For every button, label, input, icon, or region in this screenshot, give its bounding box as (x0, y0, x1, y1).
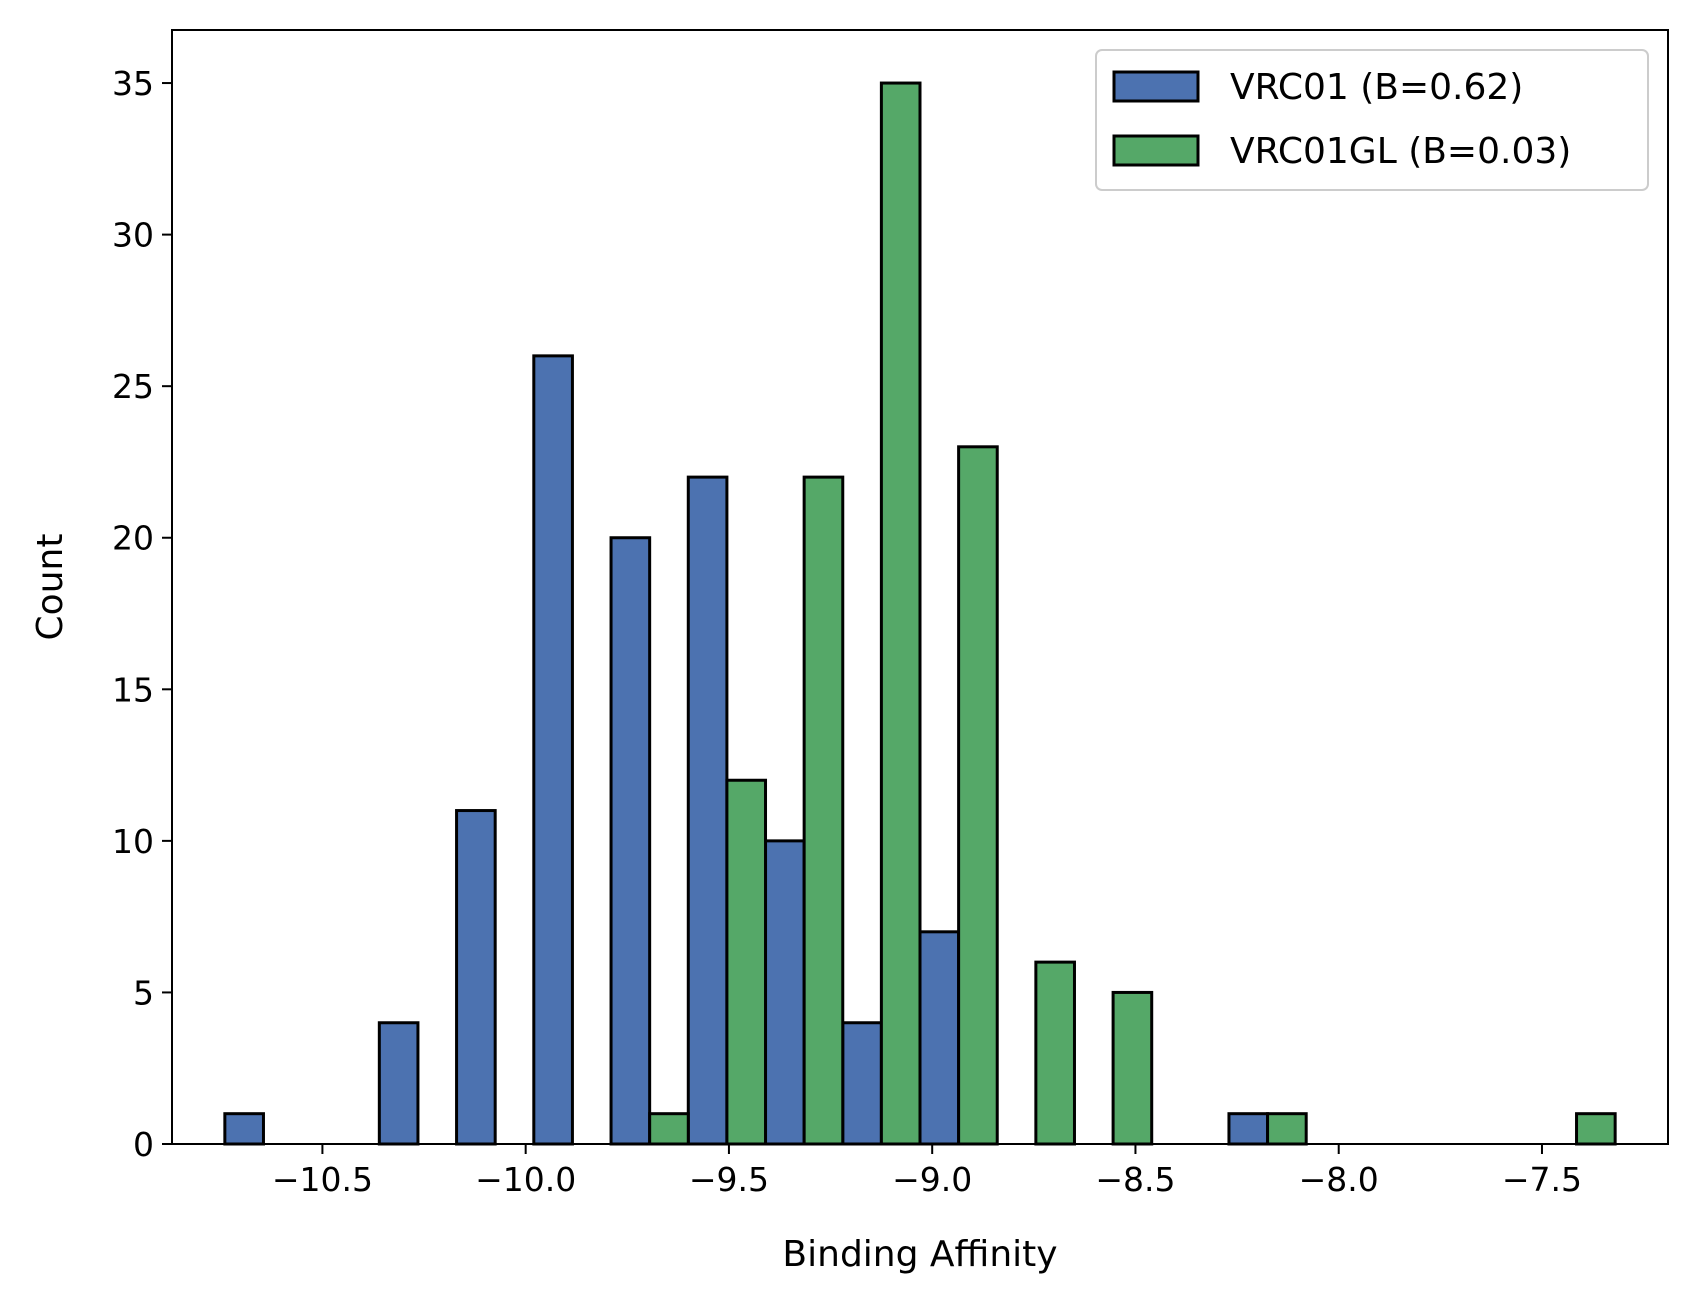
legend-swatch-2 (1112, 134, 1200, 167)
y-tick-label: 25 (112, 367, 154, 406)
bar-series-1 (377, 1021, 420, 1146)
bar-series-1 (455, 809, 497, 1146)
bar-series-2 (1266, 1112, 1308, 1146)
bar-series-2 (1575, 1112, 1617, 1146)
bar-series-2 (1034, 960, 1076, 1146)
legend-label-2: VRC01GL (B=0.03) (1230, 131, 1571, 172)
bar-series-2 (802, 475, 845, 1146)
bar-series-1 (1227, 1112, 1270, 1146)
x-tick-label: −10.0 (475, 1160, 576, 1199)
y-tick-label: 5 (133, 973, 154, 1012)
legend-box (1095, 49, 1649, 191)
bar-series-1 (841, 1021, 883, 1146)
y-tick-label: 30 (112, 216, 154, 255)
bar-series-2 (1111, 990, 1154, 1146)
bar-series-1 (609, 536, 652, 1146)
legend-label-1: VRC01 (B=0.62) (1230, 67, 1523, 108)
bar-series-1 (532, 354, 574, 1146)
bar-series-1 (764, 839, 806, 1146)
x-axis-ticks: −10.5 −10.0 −9.5 −9.0 −8.5 −8.0 −7.5 (272, 1144, 1582, 1199)
y-tick-label: 20 (112, 519, 154, 558)
bar-series-1 (918, 930, 961, 1146)
y-tick-label: 0 (133, 1125, 154, 1164)
bar-series-2 (725, 778, 768, 1146)
bar-series-1 (686, 475, 729, 1146)
bar-series-2 (879, 81, 922, 1146)
legend: VRC01 (B=0.62) VRC01GL (B=0.03) (1095, 49, 1649, 191)
bar-series-2 (648, 1112, 690, 1146)
bars-group (223, 81, 1617, 1146)
x-tick-label: −8.5 (1095, 1160, 1175, 1199)
x-axis-label: Binding Affinity (782, 1234, 1057, 1275)
y-axis-ticks: 0 5 10 15 20 25 30 35 (112, 64, 172, 1164)
x-tick-label: −8.0 (1299, 1160, 1379, 1199)
y-tick-label: 10 (112, 822, 154, 861)
legend-swatch-1 (1112, 70, 1200, 103)
bar-series-2 (957, 445, 999, 1146)
x-tick-label: −9.0 (892, 1160, 972, 1199)
x-tick-label: −10.5 (272, 1160, 373, 1199)
y-tick-label: 15 (112, 670, 154, 709)
plot-area-frame (171, 29, 1669, 1145)
bar-series-1 (223, 1112, 265, 1146)
x-tick-label: −7.5 (1502, 1160, 1582, 1199)
y-tick-label: 35 (112, 64, 154, 103)
y-axis-label: Count (30, 534, 71, 641)
x-tick-label: −9.5 (689, 1160, 769, 1199)
